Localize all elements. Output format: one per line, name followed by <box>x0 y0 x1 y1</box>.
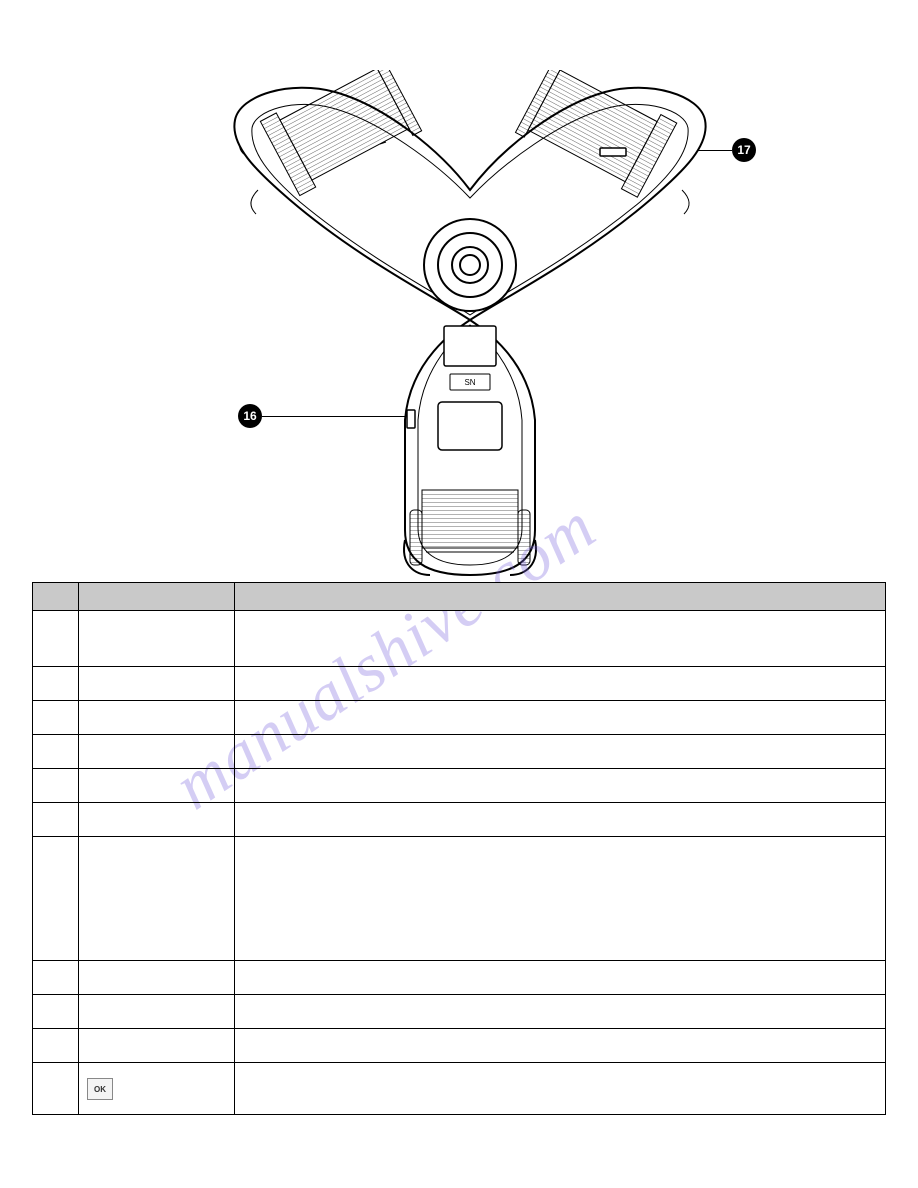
cell-item: OK <box>79 1063 235 1115</box>
cell-no <box>33 837 79 961</box>
cell-item <box>79 961 235 995</box>
cell-desc <box>235 701 886 735</box>
cell-item <box>79 803 235 837</box>
cell-item <box>79 1029 235 1063</box>
cell-no <box>33 769 79 803</box>
table-row <box>33 1029 886 1063</box>
cell-desc <box>235 1029 886 1063</box>
page: 15 17 16 <box>0 0 918 1188</box>
table-row <box>33 701 886 735</box>
cell-no <box>33 1029 79 1063</box>
cell-desc <box>235 961 886 995</box>
cell-item <box>79 701 235 735</box>
cell-item <box>79 995 235 1029</box>
cell-no <box>33 995 79 1029</box>
cell-no <box>33 667 79 701</box>
table-row <box>33 803 886 837</box>
cell-no <box>33 701 79 735</box>
cell-item <box>79 667 235 701</box>
cell-item <box>79 769 235 803</box>
table-row <box>33 837 886 961</box>
cell-no <box>33 1063 79 1115</box>
table-row <box>33 769 886 803</box>
cell-no <box>33 735 79 769</box>
col-item <box>79 583 235 611</box>
cell-desc <box>235 611 886 667</box>
table-row <box>33 995 886 1029</box>
table-row: OK <box>33 1063 886 1115</box>
parts-table: OK <box>32 582 886 1115</box>
cell-desc <box>235 735 886 769</box>
cell-desc <box>235 803 886 837</box>
cell-desc <box>235 995 886 1029</box>
cell-no <box>33 803 79 837</box>
table-row <box>33 735 886 769</box>
table-row <box>33 667 886 701</box>
cell-desc <box>235 1063 886 1115</box>
table-header-row <box>33 583 886 611</box>
table-row <box>33 961 886 995</box>
col-no <box>33 583 79 611</box>
sn-label: SN <box>464 378 475 387</box>
table-row <box>33 611 886 667</box>
diagram-area: 15 17 16 <box>0 0 918 580</box>
cell-item <box>79 837 235 961</box>
cell-desc <box>235 837 886 961</box>
device-diagram: SN <box>200 70 740 580</box>
cell-no <box>33 961 79 995</box>
col-desc <box>235 583 886 611</box>
cell-desc <box>235 769 886 803</box>
ok-icon: OK <box>87 1078 113 1100</box>
cell-no <box>33 611 79 667</box>
cell-item <box>79 611 235 667</box>
cell-item <box>79 735 235 769</box>
cell-desc <box>235 667 886 701</box>
parts-table-area: OK <box>32 582 886 1115</box>
